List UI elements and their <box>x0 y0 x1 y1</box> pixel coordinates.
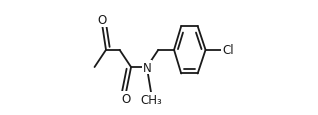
Text: N: N <box>142 61 151 74</box>
Text: CH₃: CH₃ <box>140 93 162 106</box>
Text: Cl: Cl <box>222 44 234 57</box>
Text: O: O <box>121 92 131 105</box>
Text: O: O <box>98 14 107 27</box>
